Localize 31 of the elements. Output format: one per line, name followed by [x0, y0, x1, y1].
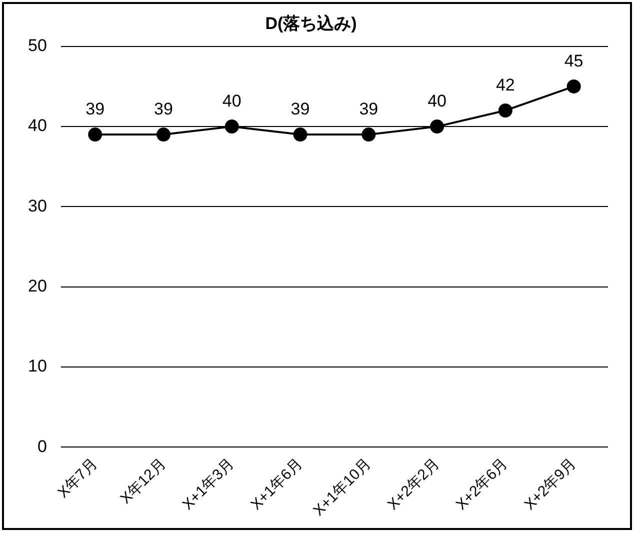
point: [566, 79, 581, 94]
y-tick-label: 30: [28, 196, 47, 216]
data-label: 39: [86, 100, 105, 119]
data-label: 39: [154, 100, 173, 119]
point: [156, 128, 170, 142]
point: [293, 128, 308, 142]
y-tick-label: 50: [28, 36, 47, 56]
y-tick-label: 20: [28, 276, 47, 296]
data-label: 39: [290, 100, 310, 119]
data-label: 39: [359, 100, 378, 119]
x-tick-label: X年12月: [117, 455, 170, 508]
x-tick-label: X+1年10月: [310, 455, 374, 520]
x-tick-label: X+2年9月: [521, 455, 580, 514]
x-tick-label: X+2年2月: [384, 455, 443, 514]
y-tick-label: 10: [28, 356, 47, 376]
data-label: 42: [496, 76, 515, 95]
y-tick-label: 0: [37, 436, 47, 456]
point: [88, 128, 102, 142]
x-tick-label: X+1年3月: [179, 455, 238, 514]
chart-title: D(落ち込み): [265, 14, 357, 33]
x-tick-label: X+1年6月: [248, 455, 306, 514]
data-label: 40: [222, 92, 242, 111]
data-label: 45: [564, 52, 584, 71]
point: [224, 120, 239, 134]
point: [362, 128, 376, 142]
x-tick-label: X年7月: [54, 455, 101, 502]
y-tick-label: 40: [28, 116, 47, 136]
x-tick-label: X+2年6月: [452, 455, 512, 514]
point: [430, 120, 444, 134]
point: [498, 104, 512, 118]
data-label: 40: [428, 92, 446, 111]
